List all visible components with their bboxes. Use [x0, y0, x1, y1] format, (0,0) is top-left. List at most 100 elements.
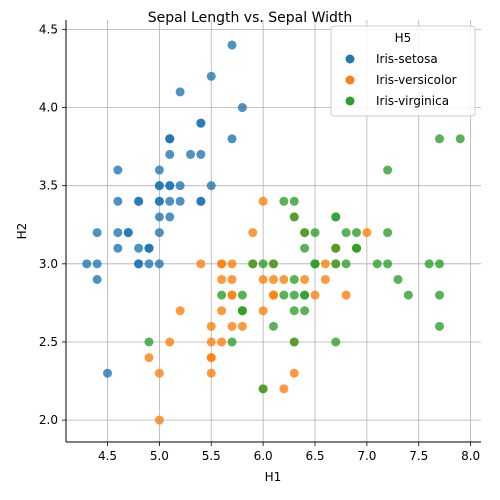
data-point-iris-setosa [227, 40, 237, 50]
data-point-iris-virginica [144, 337, 154, 347]
data-point-iris-versicolor [248, 228, 258, 238]
data-point-iris-setosa [123, 228, 133, 238]
data-points [82, 40, 465, 425]
data-point-iris-versicolor [269, 274, 278, 284]
data-point-iris-virginica [300, 228, 310, 238]
data-point-iris-virginica [237, 290, 247, 300]
data-point-iris-setosa [165, 134, 175, 144]
data-point-iris-virginica [310, 259, 320, 269]
data-point-iris-versicolor [227, 274, 237, 284]
data-point-iris-versicolor [217, 259, 227, 269]
data-point-iris-setosa [134, 196, 144, 206]
data-point-iris-versicolor [227, 290, 237, 300]
axes [65, 20, 481, 443]
data-point-iris-versicolor [154, 368, 164, 378]
data-point-iris-virginica [300, 290, 310, 300]
data-point-iris-versicolor [310, 290, 320, 300]
data-point-iris-versicolor [258, 306, 268, 316]
data-point-iris-versicolor [227, 259, 237, 269]
x-axis-label: H1 [265, 470, 282, 484]
data-point-iris-virginica [403, 290, 413, 300]
data-point-iris-setosa [186, 149, 195, 159]
legend-marker-setosa [345, 54, 355, 64]
data-point-iris-setosa [175, 181, 185, 191]
data-point-iris-versicolor [227, 321, 237, 331]
data-point-iris-versicolor [279, 384, 289, 394]
data-point-iris-versicolor [165, 337, 175, 347]
data-point-iris-setosa [206, 71, 216, 81]
data-point-iris-virginica [289, 290, 299, 300]
data-point-iris-setosa [196, 149, 206, 159]
x-tick-label: 6.5 [305, 449, 324, 463]
data-point-iris-setosa [134, 243, 144, 253]
data-point-iris-setosa [154, 228, 164, 238]
legend-marker-virginica [345, 96, 355, 106]
data-point-iris-virginica [248, 259, 258, 269]
data-point-iris-setosa [103, 368, 112, 378]
legend-label-virginica: Iris-virginica [376, 94, 449, 108]
data-point-iris-virginica [269, 321, 278, 331]
data-point-iris-virginica [424, 259, 434, 269]
data-point-iris-setosa [92, 274, 102, 284]
x-tick-label: 5.0 [150, 449, 169, 463]
x-tick-label: 6.0 [254, 449, 273, 463]
data-point-iris-virginica [217, 290, 227, 300]
data-point-iris-virginica [435, 259, 444, 269]
data-point-iris-virginica [435, 321, 444, 331]
data-point-iris-setosa [154, 181, 164, 191]
legend-frame [330, 25, 476, 117]
data-point-iris-setosa [237, 103, 247, 113]
y-tick-label: 2.0 [39, 413, 58, 427]
data-point-iris-versicolor [217, 274, 227, 284]
data-point-iris-virginica [372, 259, 382, 269]
y-tick-label: 3.5 [39, 179, 58, 193]
data-point-iris-versicolor [258, 196, 268, 206]
data-point-iris-virginica [331, 212, 341, 222]
data-point-iris-setosa [82, 259, 92, 269]
data-point-iris-setosa [154, 212, 164, 222]
tick-labels: 4.5 5.0 5.5 6.0 6.5 7.0 7.5 8.0 2.0 2.5 3.0 3.5 4.0 4… [39, 22, 480, 463]
data-point-iris-virginica [341, 259, 351, 269]
data-point-iris-setosa [134, 259, 144, 269]
data-point-iris-setosa [165, 149, 175, 159]
y-tick-label: 4.5 [39, 22, 58, 36]
data-point-iris-versicolor [320, 259, 330, 269]
data-point-iris-virginica [383, 165, 393, 175]
data-point-iris-setosa [92, 228, 102, 238]
x-tick-label: 7.5 [409, 449, 428, 463]
data-point-iris-versicolor [258, 274, 268, 284]
legend: H5 Iris-setosa Iris-versicolor Iris-virg… [330, 25, 476, 117]
data-point-iris-setosa [227, 134, 237, 144]
data-point-iris-virginica [331, 259, 341, 269]
data-point-iris-setosa [113, 243, 123, 253]
data-point-iris-virginica [341, 228, 351, 238]
data-point-iris-versicolor [206, 321, 216, 331]
x-tick-label: 4.5 [98, 449, 117, 463]
data-point-iris-virginica [300, 243, 310, 253]
data-point-iris-setosa [144, 243, 154, 253]
data-point-iris-versicolor [341, 290, 351, 300]
data-point-iris-virginica [352, 228, 361, 238]
data-point-iris-setosa [165, 212, 175, 222]
data-point-iris-virginica [289, 274, 299, 284]
data-point-iris-versicolor [196, 259, 206, 269]
data-point-iris-setosa [165, 181, 175, 191]
data-point-iris-virginica [331, 243, 341, 253]
data-point-iris-versicolor [206, 337, 216, 347]
data-point-iris-versicolor [300, 274, 310, 284]
chart-title: Sepal Length vs. Sepal Width [148, 10, 353, 26]
x-tick-label: 8.0 [461, 449, 480, 463]
data-point-iris-virginica [269, 259, 278, 269]
data-point-iris-virginica [258, 259, 268, 269]
data-point-iris-setosa [165, 196, 175, 206]
data-point-iris-virginica [435, 290, 444, 300]
data-point-iris-setosa [154, 196, 164, 206]
data-point-iris-setosa [113, 165, 123, 175]
data-point-iris-versicolor [362, 228, 372, 238]
data-point-iris-virginica [258, 384, 268, 394]
data-point-iris-versicolor [206, 368, 216, 378]
data-point-iris-setosa [196, 196, 206, 206]
data-point-iris-versicolor [279, 274, 289, 284]
data-point-iris-setosa [92, 259, 102, 269]
